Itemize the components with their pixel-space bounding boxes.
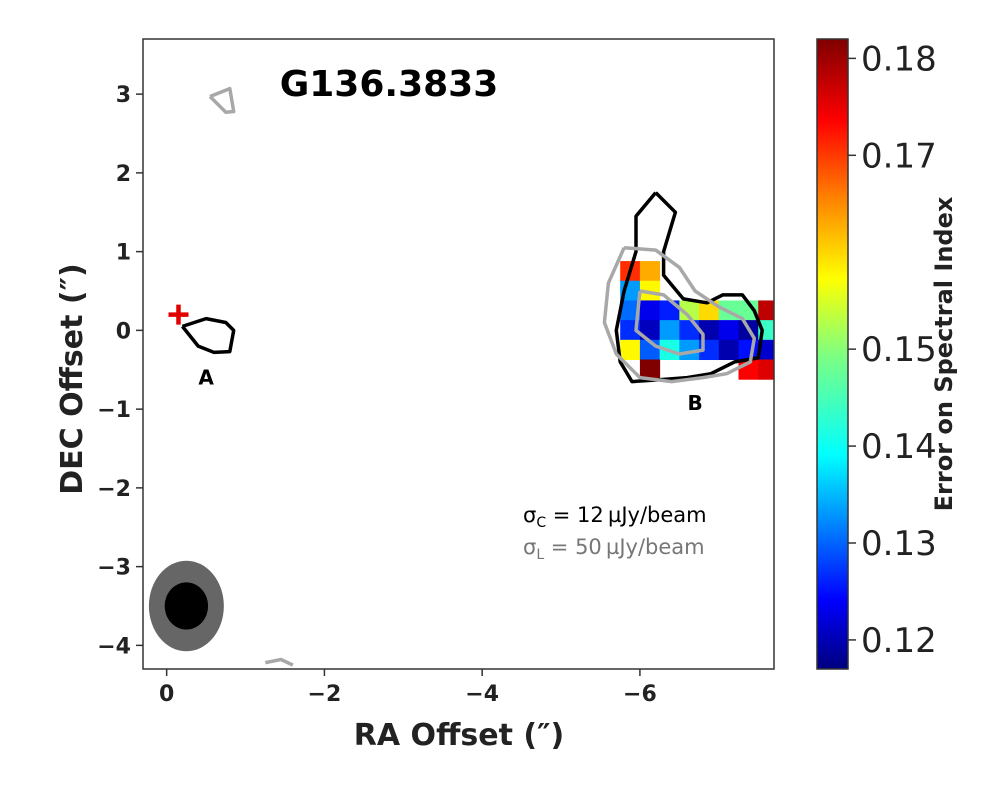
pixel <box>639 280 661 301</box>
y-tick-label: −1 <box>97 398 131 423</box>
noise-entry: σL = 50 µJy/beam <box>523 535 705 563</box>
noise-entry: σC = 12 µJy/beam <box>523 503 707 531</box>
pixel <box>718 320 740 341</box>
x-tick-label: 0 <box>159 682 174 707</box>
continuum-contour <box>181 316 236 355</box>
x-tick-label: −6 <box>623 682 657 707</box>
plot-area <box>148 86 774 667</box>
x-tick-label: −4 <box>465 682 499 707</box>
line-contour <box>208 86 236 114</box>
x-axis-ticks: 0 −2 −4 −6 <box>159 669 657 707</box>
y-tick-label: 1 <box>116 241 131 266</box>
colorbar-tick-label: 0.12 <box>861 621 937 661</box>
source-label-A: A <box>198 366 214 390</box>
pixel <box>620 339 641 361</box>
line-contour <box>634 289 705 356</box>
y-axis-label: DEC Offset (″) <box>55 263 90 494</box>
pixel <box>758 339 774 361</box>
pixel <box>718 339 740 361</box>
colorbar-tick-label: 0.14 <box>861 427 937 467</box>
noise-value: = 12 µJy/beam <box>546 503 707 527</box>
colorbar-label: Error on Spectral Index <box>930 196 958 511</box>
pixel <box>639 261 661 282</box>
colorbar-tick-label: 0.13 <box>861 524 937 564</box>
line-contour <box>264 657 294 667</box>
y-axis-ticks: 3 2 1 0 −1 −2 −3 −4 <box>97 83 143 659</box>
contours <box>181 86 764 667</box>
line-contour <box>602 245 757 384</box>
y-tick-label: 0 <box>116 319 131 344</box>
pixel <box>639 320 661 341</box>
noise-subscript: L <box>536 547 544 563</box>
y-tick-label: −4 <box>97 634 131 659</box>
colorbar-tick-label: 0.17 <box>861 136 937 176</box>
colorbar-tick-label: 0.15 <box>861 330 937 370</box>
pixel <box>738 300 759 321</box>
plot-frame <box>142 38 775 670</box>
chart-title: G136.3833 <box>280 64 499 105</box>
source-position-marker <box>168 304 189 325</box>
colorbar-tick-label: 0.18 <box>861 39 937 79</box>
spectral-index-pixels <box>620 261 774 380</box>
y-tick-label: 2 <box>116 162 131 187</box>
colorbar <box>816 38 849 670</box>
y-tick-label: −2 <box>97 477 131 502</box>
source-label-B: B <box>688 391 703 415</box>
x-axis-label: RA Offset (″) <box>354 718 564 753</box>
pixel <box>758 359 774 380</box>
noise-symbol: σ <box>523 503 536 527</box>
noise-subscript: C <box>536 515 546 531</box>
pixel <box>679 339 700 361</box>
x-tick-label: −2 <box>308 682 342 707</box>
pixel <box>620 300 641 321</box>
pixel <box>659 300 680 321</box>
noise-value: = 50 µJy/beam <box>544 535 705 559</box>
y-tick-label: −3 <box>97 556 131 581</box>
noise-symbol: σ <box>523 535 536 559</box>
beam-inner <box>164 582 209 630</box>
pixel <box>679 320 700 341</box>
pixel <box>679 300 700 321</box>
continuum-contour <box>614 191 764 384</box>
y-tick-label: 3 <box>116 83 131 108</box>
beam-ellipse <box>148 560 224 652</box>
pixel <box>758 300 774 321</box>
colorbar-ticks: 0.12 0.13 0.14 0.15 0.17 0.18 <box>848 39 937 661</box>
pixel <box>659 320 680 341</box>
source-labels: AB <box>198 366 702 415</box>
pixel <box>639 359 661 380</box>
pixel <box>639 300 661 321</box>
